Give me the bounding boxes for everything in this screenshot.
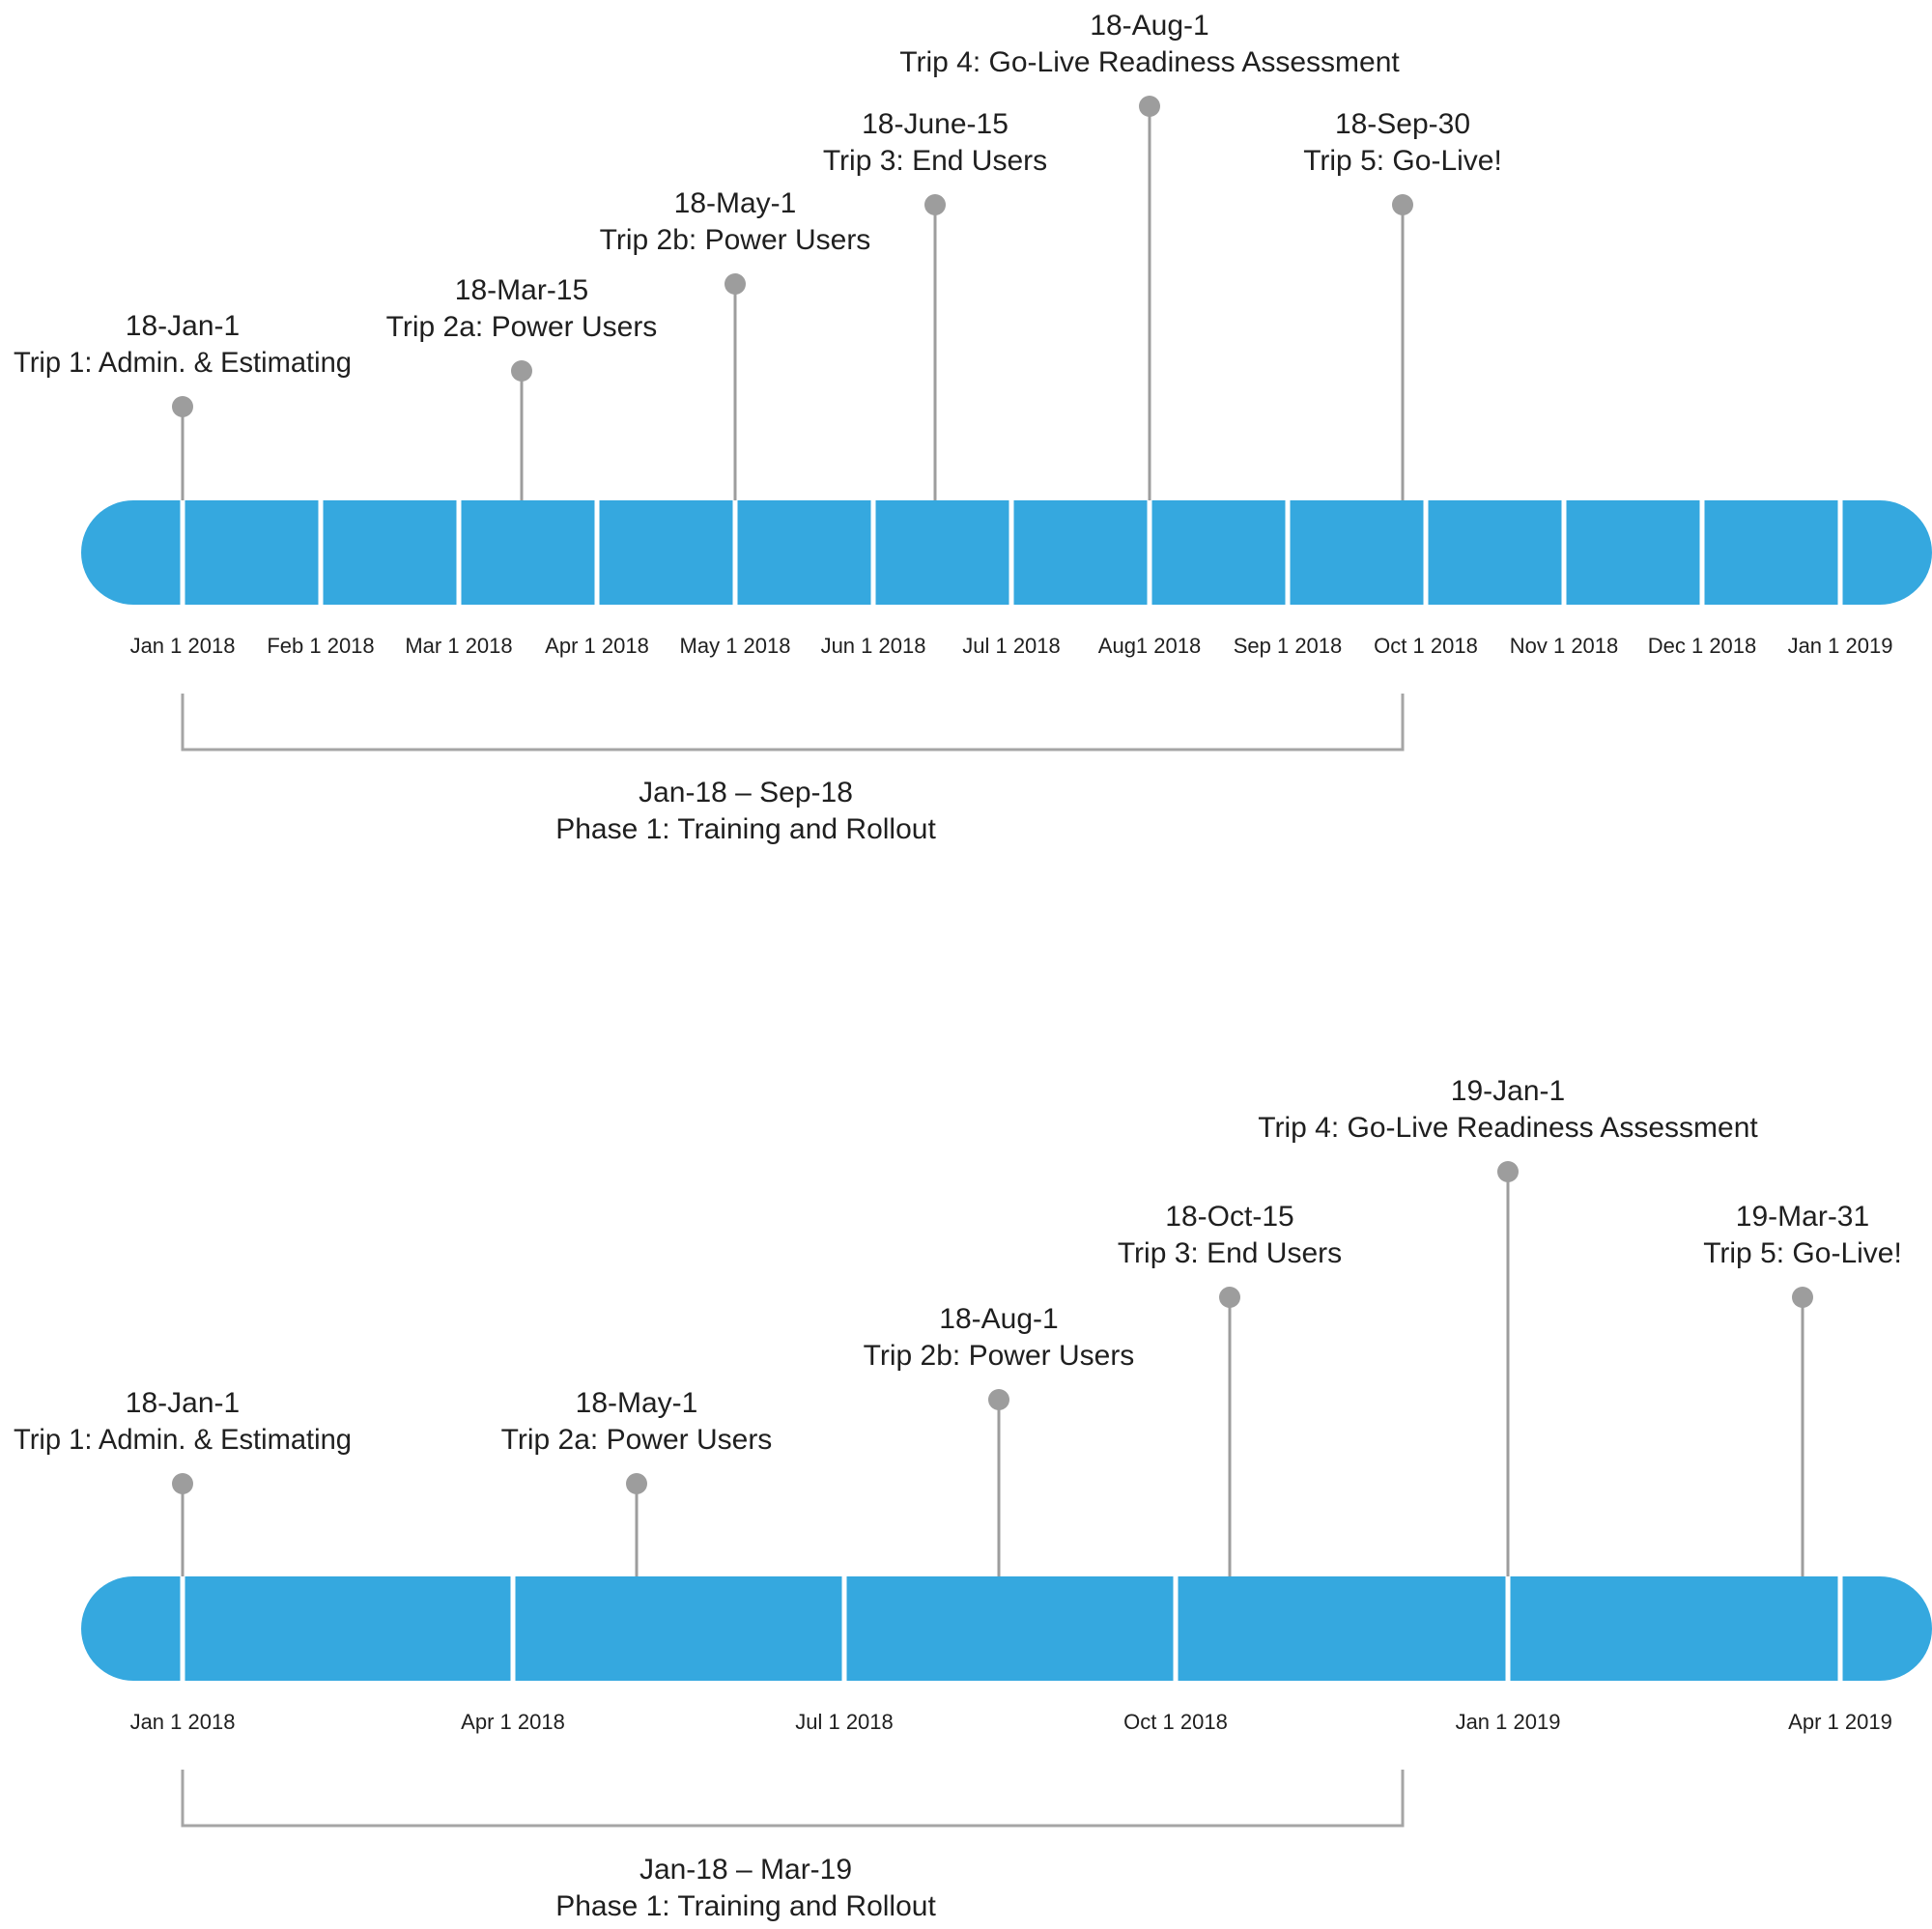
event-marker <box>1139 96 1160 117</box>
event-date: 18-Aug-1 <box>1090 10 1208 42</box>
month-divider <box>870 500 876 605</box>
tick-label: Jan 1 2018 <box>130 1710 236 1734</box>
month-divider <box>180 500 185 605</box>
tick-label: Apr 1 2018 <box>545 634 649 658</box>
event-label: Trip 5: Go-Live! <box>1703 1237 1902 1269</box>
tick-label: Apr 1 2019 <box>1788 1710 1892 1734</box>
event-label: Trip 3: End Users <box>1118 1237 1342 1269</box>
phase-bracket <box>181 1770 1405 1828</box>
event-date: 18-Jan-1 <box>126 1387 240 1419</box>
tick-label: Jul 1 2018 <box>962 634 1061 658</box>
event-date: 18-Aug-1 <box>939 1303 1058 1335</box>
tick-label: Jul 1 2018 <box>795 1710 894 1734</box>
month-divider <box>1147 500 1152 605</box>
month-divider <box>510 1576 516 1681</box>
month-divider <box>1505 1576 1511 1681</box>
tick-label: Jan 1 2019 <box>1788 634 1893 658</box>
timeline-bar <box>81 1576 1932 1681</box>
event-label: Trip 2a: Power Users <box>386 311 658 343</box>
event-date: 18-May-1 <box>674 187 797 219</box>
event-marker <box>626 1473 647 1494</box>
tick-label: Mar 1 2018 <box>405 634 512 658</box>
month-divider <box>1837 1576 1843 1681</box>
phase-label: Phase 1: Training and Rollout <box>555 813 936 845</box>
timeline-2: Jan 1 2018 Apr 1 2018 Jul 1 2018 Oct 1 2018… <box>14 1075 1932 1922</box>
event-label: Trip 2b: Power Users <box>864 1340 1135 1372</box>
event-date: 19-Jan-1 <box>1451 1075 1565 1107</box>
month-divider <box>1699 500 1705 605</box>
event-date: 18-June-15 <box>862 108 1009 140</box>
event-date: 18-Mar-15 <box>455 274 588 306</box>
tick-label: Dec 1 2018 <box>1648 634 1757 658</box>
tick-label: Jun 1 2018 <box>821 634 926 658</box>
event-label: Trip 1: Admin. & Estimating <box>14 1424 352 1456</box>
month-divider <box>732 500 738 605</box>
tick-label: Aug1 2018 <box>1098 634 1201 658</box>
event-label: Trip 3: End Users <box>823 145 1047 177</box>
event-marker <box>1219 1287 1240 1308</box>
month-divider <box>1423 500 1429 605</box>
phase-bracket <box>181 694 1405 752</box>
event-marker <box>1392 194 1413 215</box>
tick-label: Apr 1 2018 <box>461 1710 565 1734</box>
event-marker <box>172 1473 193 1494</box>
phase-label: Phase 1: Training and Rollout <box>555 1890 936 1922</box>
event-date: 18-Oct-15 <box>1165 1201 1293 1233</box>
tick-label: Oct 1 2018 <box>1374 634 1478 658</box>
event-label: Trip 2b: Power Users <box>600 224 871 256</box>
event-date: 19-Mar-31 <box>1736 1201 1869 1233</box>
event-marker <box>511 360 532 382</box>
phase-range: Jan-18 – Mar-19 <box>639 1854 852 1886</box>
event-marker <box>1497 1161 1519 1182</box>
event-label: Trip 5: Go-Live! <box>1303 145 1502 177</box>
month-divider <box>456 500 462 605</box>
event-label: Trip 4: Go-Live Readiness Assessment <box>1258 1112 1758 1144</box>
event-marker <box>724 273 746 295</box>
event-label: Trip 4: Go-Live Readiness Assessment <box>899 46 1400 78</box>
timeline-1: Jan 1 2018 Feb 1 2018 Mar 1 2018 Apr 1 2018… <box>14 10 1932 845</box>
tick-label: Sep 1 2018 <box>1234 634 1343 658</box>
timeline-bar <box>81 500 1932 605</box>
event-date: 18-May-1 <box>576 1387 698 1419</box>
event-date: 18-Sep-30 <box>1335 108 1470 140</box>
event-marker <box>924 194 946 215</box>
month-divider <box>1173 1576 1179 1681</box>
month-divider <box>1561 500 1567 605</box>
tick-label: May 1 2018 <box>680 634 791 658</box>
tick-label: Feb 1 2018 <box>267 634 374 658</box>
tick-label: Jan 1 2018 <box>130 634 236 658</box>
month-divider <box>1837 500 1843 605</box>
phase-range: Jan-18 – Sep-18 <box>639 777 853 808</box>
month-divider <box>1285 500 1291 605</box>
event-marker <box>988 1389 1009 1410</box>
event-marker <box>1792 1287 1813 1308</box>
event-label: Trip 1: Admin. & Estimating <box>14 347 352 379</box>
tick-label: Oct 1 2018 <box>1123 1710 1228 1734</box>
month-divider <box>594 500 600 605</box>
month-divider <box>841 1576 847 1681</box>
event-marker <box>172 396 193 417</box>
month-divider <box>1009 500 1014 605</box>
month-divider <box>180 1576 185 1681</box>
event-label: Trip 2a: Power Users <box>501 1424 773 1456</box>
event-date: 18-Jan-1 <box>126 310 240 342</box>
tick-label: Nov 1 2018 <box>1510 634 1619 658</box>
month-divider <box>318 500 324 605</box>
tick-label: Jan 1 2019 <box>1456 1710 1561 1734</box>
